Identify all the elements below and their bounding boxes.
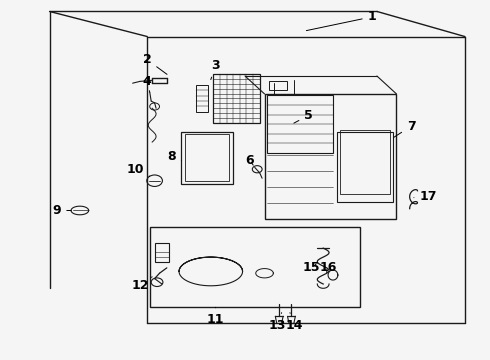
Bar: [181, 132, 233, 184]
Text: 12: 12: [131, 277, 152, 292]
Bar: [213, 74, 260, 123]
Bar: [270, 81, 287, 90]
Text: 1: 1: [306, 10, 376, 31]
Text: 6: 6: [245, 154, 254, 167]
Bar: [185, 134, 229, 181]
Text: 5: 5: [294, 109, 313, 123]
Text: 14: 14: [285, 313, 303, 332]
Text: 3: 3: [211, 59, 220, 80]
Text: 7: 7: [394, 120, 416, 137]
Bar: [337, 132, 392, 202]
Text: 10: 10: [126, 163, 150, 176]
Bar: [150, 226, 360, 307]
Text: 13: 13: [268, 313, 286, 332]
Bar: [340, 130, 390, 194]
Bar: [265, 94, 396, 220]
Text: 2: 2: [143, 53, 167, 75]
Bar: [267, 95, 333, 153]
Text: 15: 15: [302, 261, 319, 274]
Text: 8: 8: [168, 150, 181, 163]
Text: 11: 11: [207, 307, 224, 327]
Text: 17: 17: [414, 190, 437, 203]
Text: 16: 16: [319, 261, 337, 274]
Bar: [196, 85, 208, 112]
Bar: [155, 243, 169, 262]
Text: 4: 4: [143, 75, 151, 92]
Text: 9: 9: [52, 204, 71, 217]
